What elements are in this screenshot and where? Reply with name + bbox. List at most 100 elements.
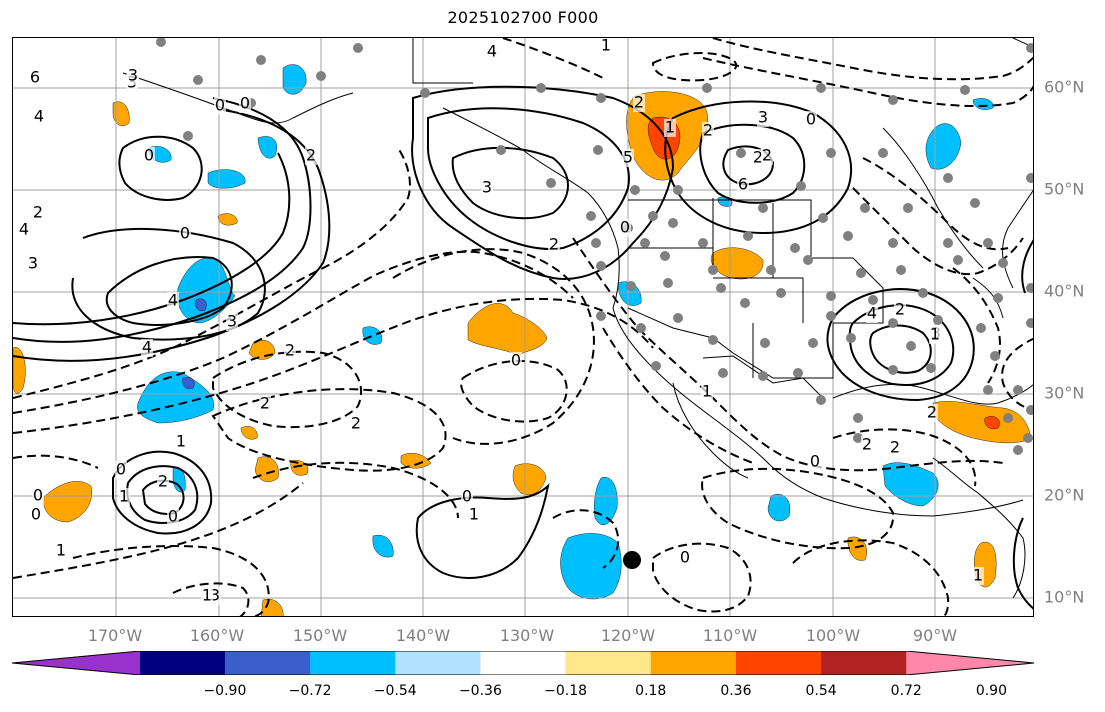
contour-label: 3	[758, 108, 768, 127]
contour-label-bg	[461, 488, 473, 506]
contour-label: 0	[168, 507, 178, 526]
contour-label-bg	[55, 542, 67, 560]
longitude-label: 90°W	[912, 626, 958, 645]
contour-label: 0	[680, 548, 690, 567]
current-location-marker	[623, 551, 641, 569]
contour-label-bg	[866, 305, 878, 323]
colorbar-segment	[906, 651, 1034, 675]
positive-anomaly-area	[112, 101, 130, 126]
negative-anomaly-area	[362, 326, 383, 345]
latitude-label: 50°N	[1044, 179, 1085, 199]
contour-label-bg	[622, 149, 634, 167]
contour-label: 2	[260, 394, 270, 413]
contour-label-bg	[809, 453, 821, 471]
contour-label: 2	[890, 438, 900, 457]
contour-label: 2	[158, 472, 168, 491]
colorbar-tick-label: −0.36	[458, 683, 502, 699]
contour-label: 2	[895, 300, 905, 319]
contour-label: 1	[973, 566, 983, 585]
contour-label: 0	[806, 110, 816, 129]
contour-label: 2	[351, 414, 361, 433]
positive-anomaly-area	[248, 340, 276, 360]
contour-label-bg	[600, 38, 612, 55]
contour-label-bg	[29, 69, 41, 87]
contour-label: 6	[738, 175, 748, 194]
longitude-label: 140°W	[395, 626, 451, 645]
latitude-label: 10°N	[1044, 587, 1085, 607]
contour-label-bg	[201, 587, 213, 605]
contour-label-bg	[548, 236, 560, 254]
latitude-label: 60°N	[1044, 77, 1085, 97]
colorbar-segment	[480, 651, 567, 675]
negative-anomaly-area	[137, 371, 214, 424]
latitude-label: 20°N	[1044, 485, 1085, 505]
graticule	[13, 38, 1033, 616]
contour-label: 1	[202, 586, 212, 605]
longitude-label: 100°W	[805, 626, 861, 645]
contour-label: 0	[180, 224, 190, 243]
contour-label-bg	[239, 95, 251, 113]
contour-label-bg	[284, 342, 296, 360]
contour-label-bg	[167, 292, 179, 310]
contour-label: 2	[285, 341, 295, 360]
contour-label-bg	[167, 508, 179, 526]
map-canvas: 6430234021320243430215264320243201120210…	[13, 38, 1033, 616]
contour-label: 0	[215, 96, 225, 115]
contour-label: 1	[702, 382, 712, 401]
negative-anomaly-area	[925, 123, 962, 170]
strong-positive-anomaly-area	[984, 416, 1000, 430]
colorbar-tick-label: −0.54	[373, 683, 417, 699]
positive-anomaly-area	[254, 456, 279, 482]
longitude-label: 160°W	[189, 626, 245, 645]
positive-anomaly-area	[42, 481, 92, 523]
map-frame: 6430234021320243430215264320243201120210…	[12, 37, 1034, 617]
colorbar-segment	[735, 651, 822, 675]
contour-label: 0	[33, 486, 43, 505]
contour-label: 0	[620, 218, 630, 237]
contour-label-bg	[115, 461, 127, 479]
contour-label: 0	[240, 94, 250, 113]
contour-label: 0	[810, 452, 820, 471]
colorbar-segment	[821, 651, 907, 675]
colorbar-segment	[139, 651, 226, 675]
contour-label-bg	[757, 109, 769, 127]
contour-label-bg	[737, 176, 749, 194]
colorbar-tick-label: −0.90	[203, 683, 247, 699]
contour-label-bg	[481, 179, 493, 197]
contour-label: 1	[930, 325, 940, 344]
contour-label-bg	[619, 219, 631, 237]
contour-label-bg	[33, 108, 45, 126]
contour-label-bg	[633, 94, 645, 112]
colorbar-segment	[565, 651, 652, 675]
negative-anomaly-area	[882, 462, 939, 507]
contour-label-bg	[143, 147, 155, 165]
longitude-label: 120°W	[600, 626, 656, 645]
contour-label-bg	[32, 204, 44, 222]
colorbar-tick-label: −0.18	[544, 683, 588, 699]
colorbar-tick-label: 0.90	[975, 683, 1007, 699]
station-points	[156, 38, 1033, 455]
positive-anomaly-area	[512, 463, 547, 496]
contour-label: 0	[144, 146, 154, 165]
contour-label: 3	[128, 66, 138, 85]
contour-label-bg	[141, 339, 153, 357]
contour-label-bg	[972, 567, 984, 585]
contour-label: 3	[210, 586, 220, 605]
contour-label-bg	[468, 506, 480, 524]
contour-label-bg	[179, 225, 191, 243]
contour-label: 4	[168, 291, 178, 310]
negative-anomaly-area	[207, 169, 246, 189]
contour-label: 3	[482, 178, 492, 197]
contour-label-bg	[175, 433, 187, 451]
contour-label-bg	[486, 43, 498, 61]
contour-label: 2	[33, 203, 43, 222]
contour-label-bg	[510, 352, 522, 370]
colorbar-segment	[395, 651, 481, 675]
latitude-label: 30°N	[1044, 383, 1085, 403]
longitude-label: 150°W	[292, 626, 348, 645]
contour-label: 4	[34, 107, 44, 126]
positive-anomaly-area	[467, 303, 548, 357]
colorbar-tick-label: 0.36	[720, 683, 752, 699]
contour-label: 2	[927, 403, 937, 422]
positive-anomaly-area	[240, 426, 258, 440]
